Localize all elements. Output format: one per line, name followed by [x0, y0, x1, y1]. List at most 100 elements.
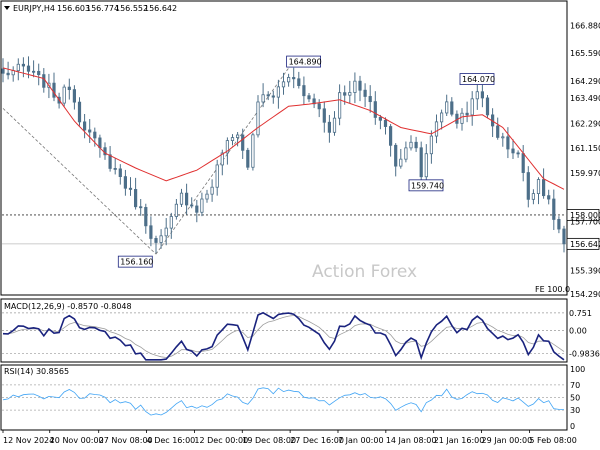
candle-body — [419, 147, 423, 178]
candle — [470, 91, 474, 126]
candle-body — [429, 135, 434, 155]
candle — [32, 60, 36, 78]
candle-body — [266, 94, 270, 97]
candle-body — [174, 203, 178, 217]
price-tick-label: 157.700 — [570, 217, 600, 226]
candle-body — [139, 206, 143, 209]
candle — [394, 143, 398, 177]
candle-body — [542, 179, 546, 197]
annotation-box — [459, 73, 495, 85]
candle — [368, 85, 372, 113]
candle — [123, 169, 127, 196]
annotation-label: 156.160 — [120, 258, 153, 267]
candle-body — [184, 192, 189, 206]
annotation-box — [117, 255, 153, 268]
annotation-label: 164.890 — [289, 58, 322, 67]
candle-body — [123, 176, 127, 189]
candle-body — [159, 235, 163, 243]
candle-body — [496, 125, 500, 138]
candle — [195, 199, 199, 223]
candle — [21, 57, 26, 78]
candle-body — [62, 86, 66, 104]
x-tick-label: 20 Nov 00:00 — [50, 436, 104, 445]
candle — [526, 166, 530, 208]
candle — [419, 141, 423, 187]
x-tick-label: 7 Jan 00:00 — [338, 436, 384, 445]
rsi-tick-label: 30 — [570, 406, 580, 415]
candle-body — [358, 80, 362, 91]
candle — [450, 97, 454, 117]
candle — [246, 147, 250, 170]
candle — [179, 188, 184, 207]
price-tick-label: 155.390 — [570, 267, 600, 276]
candle — [506, 127, 510, 159]
candle-body — [251, 134, 255, 168]
candle-body — [230, 137, 235, 141]
candle-body — [414, 141, 418, 149]
candle — [414, 136, 418, 152]
candle — [353, 72, 357, 104]
candle-body — [506, 136, 510, 150]
candle — [388, 124, 393, 157]
candle — [383, 117, 388, 135]
price-level-tag — [566, 237, 600, 250]
x-tick-label: 14 Jan 08:00 — [386, 436, 437, 445]
price-tick-label: 166.880 — [570, 22, 600, 31]
candle — [429, 130, 434, 164]
ohlc-high: 156.774 — [86, 4, 119, 13]
candle — [113, 158, 117, 175]
candle-body — [271, 95, 275, 98]
macd-signal-line — [2, 315, 565, 358]
candle — [501, 132, 505, 147]
candle — [251, 132, 255, 171]
candle — [144, 203, 148, 234]
candle — [409, 135, 413, 151]
candle-body — [190, 204, 194, 207]
candle-body — [516, 152, 520, 155]
candle-body — [388, 126, 393, 146]
candle-body — [465, 112, 469, 116]
candle — [256, 95, 260, 138]
price-panel[interactable] — [0, 0, 568, 296]
candle-body — [368, 96, 372, 103]
candle-body — [276, 86, 281, 98]
candle — [480, 84, 485, 108]
candle-body — [26, 65, 31, 72]
watermark: Action Forex — [312, 262, 417, 282]
candle-body — [6, 72, 10, 76]
down-triangle-icon[interactable] — [4, 6, 10, 10]
candle — [302, 76, 306, 105]
symbol-label: EURJPY,H4 — [13, 4, 55, 13]
candle — [557, 216, 561, 234]
candle — [1, 58, 5, 83]
candle — [337, 84, 342, 126]
candle — [536, 177, 541, 205]
candle — [404, 141, 408, 163]
candle — [67, 78, 71, 100]
rsi-tick-label: 50 — [570, 394, 580, 403]
candle-body — [501, 136, 505, 139]
candle-body — [164, 227, 168, 237]
candle-body — [52, 82, 56, 98]
candle-body — [460, 112, 464, 124]
candle — [128, 177, 133, 196]
candle-body — [246, 149, 250, 168]
annotation-box — [286, 55, 322, 68]
candle — [322, 101, 326, 133]
candle-body — [21, 63, 26, 67]
candle — [327, 114, 332, 143]
price-tick-label: 159.970 — [570, 169, 600, 178]
x-tick-label: 29 Jan 00:00 — [482, 436, 533, 445]
ohlc-open: 156.603 — [57, 4, 90, 13]
candle-body — [83, 121, 87, 131]
candle — [184, 183, 189, 215]
candle-body — [179, 192, 184, 205]
candle — [358, 75, 362, 102]
candle-body — [409, 141, 413, 149]
candle-body — [133, 189, 138, 208]
candle — [235, 132, 240, 147]
x-tick-label: 19 Dec 08:00 — [242, 436, 296, 445]
candle — [72, 85, 76, 110]
candle-body — [220, 152, 224, 166]
